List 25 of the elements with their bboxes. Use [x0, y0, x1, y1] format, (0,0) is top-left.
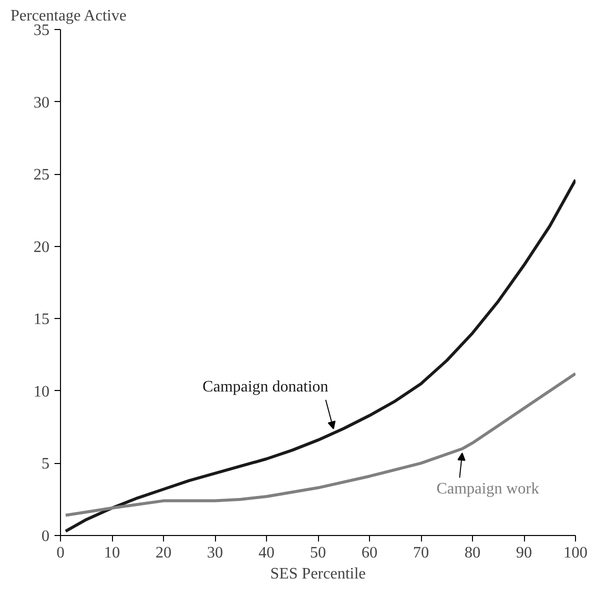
line-series	[64, 372, 576, 517]
y-tick-label: 0	[42, 528, 50, 545]
x-tick-label: 70	[413, 544, 429, 562]
series-label: Campaign work	[436, 480, 540, 498]
line-series	[64, 178, 576, 533]
y-tick-label: 20	[34, 238, 50, 256]
y-tick-label: 15	[34, 311, 50, 328]
x-tick-label: 90	[516, 544, 532, 562]
text: Campaign donation	[202, 378, 328, 396]
y-tick-label: 30	[34, 94, 50, 112]
x-tick-label: 80	[464, 544, 480, 562]
y-tick-label: 35	[34, 22, 50, 39]
y-tick-label: 25	[34, 166, 50, 184]
x-tick-label: 60	[362, 544, 378, 562]
x-tick-label: 10	[104, 544, 120, 562]
x-tick-label: 40	[258, 544, 274, 562]
x-tick-label: 0	[56, 544, 64, 562]
x-tick-label: 100	[564, 544, 588, 562]
y-axis-title: Percentage Active	[10, 8, 126, 24]
x-tick-label: 50	[310, 544, 326, 562]
y-tick-label: 5	[42, 456, 50, 473]
x-tick-label: 20	[156, 544, 172, 562]
x-tick-label: 30	[207, 544, 223, 562]
y-tick-label: 10	[34, 383, 50, 400]
x-axis-title: SES Percentile	[270, 566, 366, 582]
